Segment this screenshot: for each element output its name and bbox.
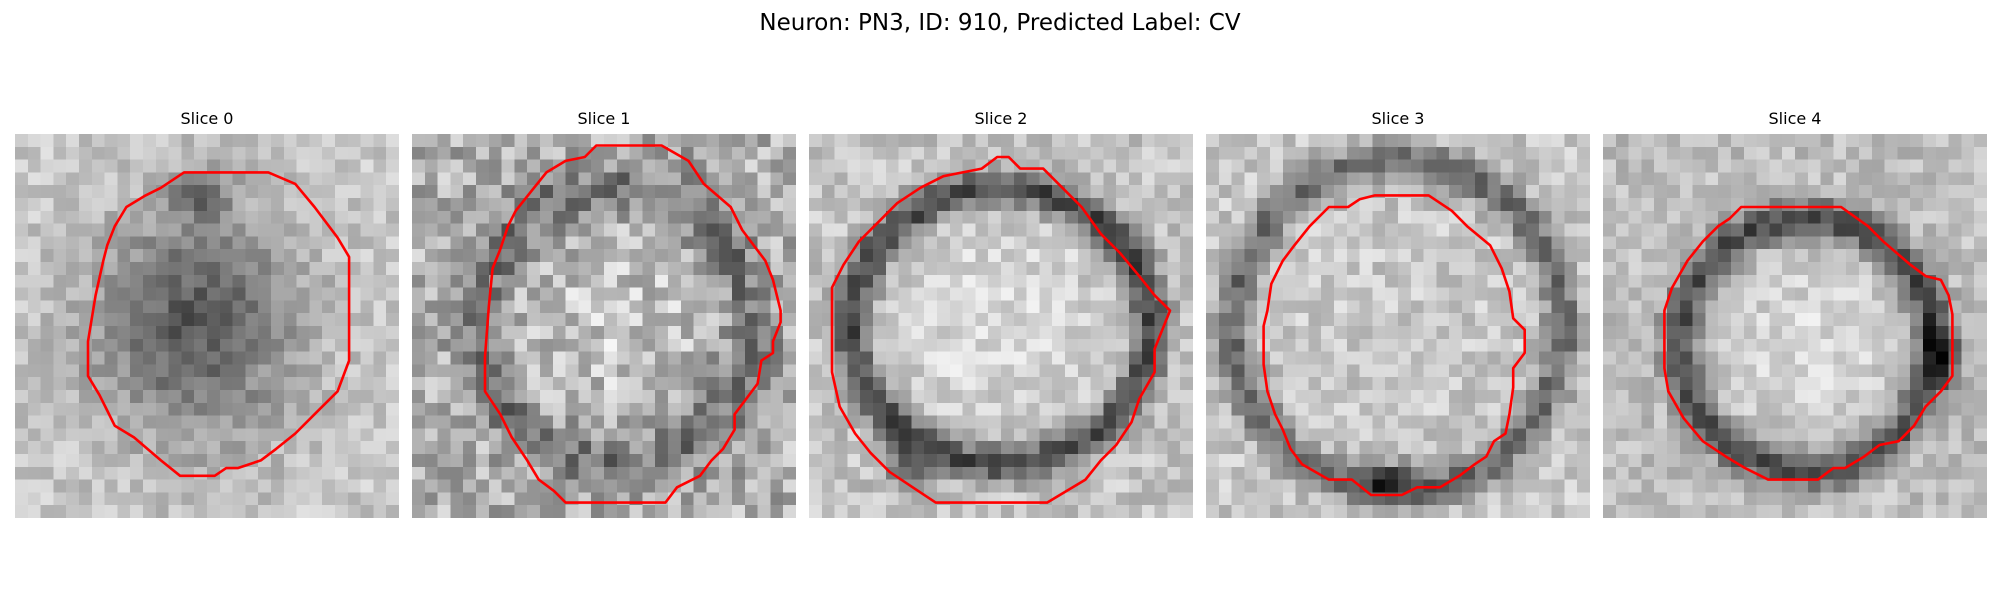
slice-panel-1: Slice 1	[412, 108, 796, 518]
slice-title-0: Slice 0	[180, 109, 234, 128]
figure-title: Neuron: PN3, ID: 910, Predicted Label: C…	[759, 10, 1241, 36]
contour-2	[830, 155, 1172, 504]
slice-image-4	[1603, 134, 1987, 518]
slice-panel-3: Slice 3	[1206, 108, 1590, 518]
pixel-grid-0	[15, 134, 399, 518]
slice-image-2	[809, 134, 1193, 518]
pixel-grid-1	[412, 134, 796, 518]
slice-title-4: Slice 4	[1768, 109, 1822, 128]
slice-image-1	[412, 134, 796, 518]
slice-panel-0: Slice 0	[15, 108, 399, 518]
slice-panel-4: Slice 4	[1603, 108, 1987, 518]
pixel-grid-2	[809, 134, 1193, 518]
slice-image-0	[15, 134, 399, 518]
contour-0	[86, 171, 351, 478]
slice-title-1: Slice 1	[577, 109, 631, 128]
slice-title-2: Slice 2	[974, 109, 1028, 128]
slice-panel-2: Slice 2	[809, 108, 1193, 518]
contour-4	[1663, 205, 1954, 481]
contour-3	[1262, 194, 1527, 497]
pixel-grid-3	[1206, 134, 1590, 518]
slice-image-3	[1206, 134, 1590, 518]
slice-title-3: Slice 3	[1371, 109, 1425, 128]
pixel-grid-4	[1603, 134, 1987, 518]
contour-1	[483, 144, 782, 504]
